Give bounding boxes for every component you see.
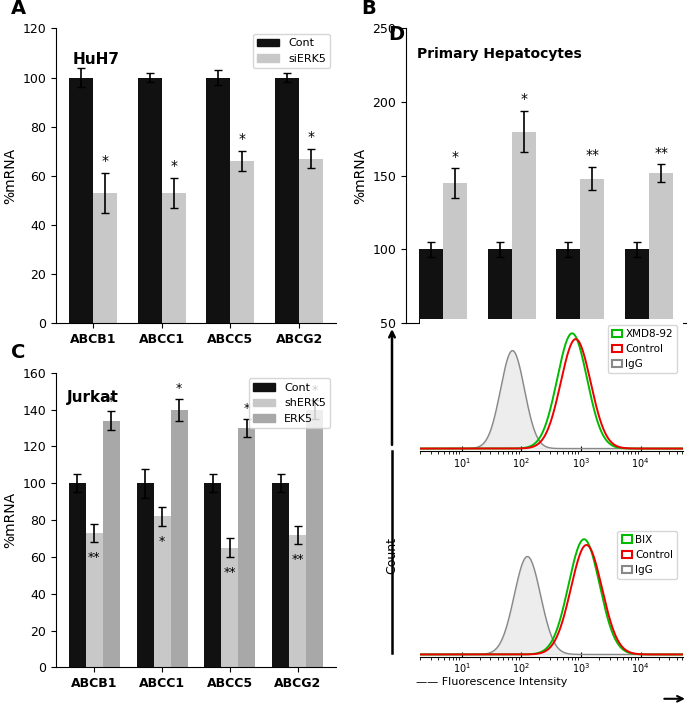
Text: *: *	[159, 535, 165, 548]
Legend: BIX, Control, IgG: BIX, Control, IgG	[617, 530, 678, 579]
Y-axis label: %mRNA: %mRNA	[3, 492, 17, 548]
Bar	[275, 77, 299, 323]
Bar	[204, 484, 221, 667]
Legend: Cont, shERK5, ERK5: Cont, shERK5, ERK5	[248, 378, 330, 428]
Text: *: *	[176, 382, 182, 395]
Bar	[239, 428, 256, 667]
Bar	[307, 410, 323, 667]
Text: HuH7: HuH7	[73, 52, 120, 67]
Text: —— Fluorescence Intensity: —— Fluorescence Intensity	[416, 677, 568, 687]
Bar	[153, 516, 171, 667]
Bar	[206, 77, 230, 323]
Bar	[136, 484, 153, 667]
Bar	[580, 179, 605, 397]
Bar	[85, 533, 103, 667]
Legend: XMD8-92, Control, IgG: XMD8-92, Control, IgG	[608, 324, 678, 373]
Text: **: **	[292, 553, 304, 566]
Text: **: **	[585, 148, 599, 163]
Bar	[512, 131, 536, 397]
Text: *: *	[108, 395, 114, 408]
Text: Count: Count	[386, 537, 398, 574]
Bar	[625, 249, 649, 397]
Text: *: *	[312, 383, 318, 397]
Text: *: *	[239, 132, 246, 146]
Bar	[299, 158, 323, 323]
Bar	[171, 410, 188, 667]
Text: *: *	[452, 150, 458, 164]
Text: B: B	[361, 0, 376, 18]
Y-axis label: %mRNA: %mRNA	[3, 148, 17, 204]
Bar	[487, 249, 512, 397]
Text: C: C	[11, 343, 26, 362]
Bar	[137, 77, 162, 323]
Bar	[230, 161, 255, 323]
Bar	[289, 535, 307, 667]
Text: **: **	[654, 146, 668, 160]
Text: *: *	[520, 92, 527, 106]
Bar	[272, 484, 289, 667]
Bar	[69, 77, 93, 323]
Bar	[419, 249, 443, 397]
Text: *: *	[244, 402, 250, 415]
Y-axis label: %mRNA: %mRNA	[353, 148, 367, 204]
Text: **: **	[88, 552, 100, 564]
Text: *: *	[170, 159, 177, 173]
Bar	[443, 183, 467, 397]
Legend: Cont, siERK5: Cont, siERK5	[253, 34, 330, 68]
Text: Jurkat: Jurkat	[67, 391, 119, 405]
Text: **: **	[224, 566, 236, 579]
Bar	[162, 193, 186, 323]
Text: *: *	[102, 154, 108, 168]
Bar	[556, 249, 580, 397]
Text: A: A	[11, 0, 27, 18]
Bar	[69, 484, 85, 667]
Text: D: D	[389, 25, 405, 44]
Bar	[649, 173, 673, 397]
Text: *: *	[308, 130, 315, 144]
Bar	[221, 547, 239, 667]
Text: Primary Hepatocytes: Primary Hepatocytes	[417, 47, 582, 61]
Bar	[103, 420, 120, 667]
Bar	[93, 193, 117, 323]
